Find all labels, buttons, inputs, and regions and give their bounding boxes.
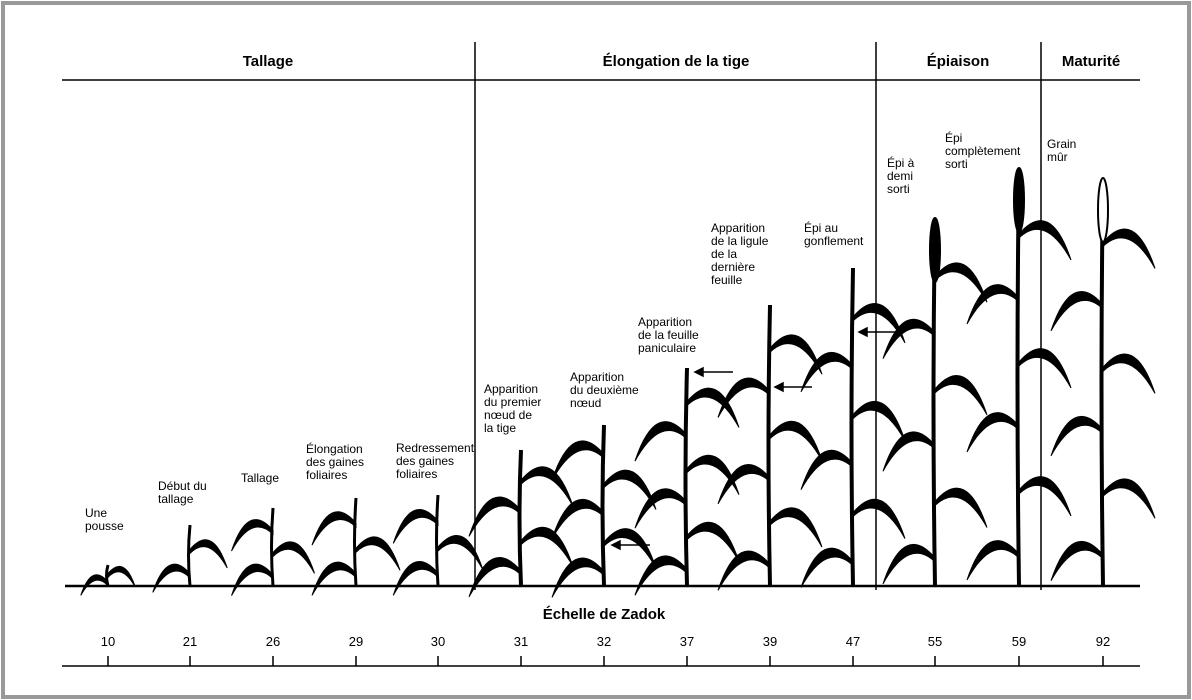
stage-label: Redressement <box>396 441 475 455</box>
zadok-code: 39 <box>763 634 777 649</box>
stage-label: Épi au <box>804 220 838 235</box>
zadok-code: 32 <box>597 634 611 649</box>
stage-label: sorti <box>887 182 910 196</box>
phase-title: Maturité <box>1062 53 1120 70</box>
stage-label: du premier <box>484 395 541 409</box>
stage-label: des gaines <box>396 454 454 468</box>
stage-label: nœud de <box>484 408 532 422</box>
phase-title: Tallage <box>243 53 294 70</box>
stage-label: Une <box>85 506 107 520</box>
zadok-code: 37 <box>680 634 694 649</box>
zadok-code: 29 <box>349 634 363 649</box>
stage-label: de la <box>711 247 737 261</box>
stage-label: Tallage <box>241 471 279 485</box>
stage-label: Début du <box>158 479 207 493</box>
stage-label: complètement <box>945 144 1021 158</box>
stage-label: Épi <box>945 130 962 145</box>
stage-label: Apparition <box>638 315 692 329</box>
stage-label: des gaines <box>306 455 364 469</box>
stage-label: pousse <box>85 519 124 533</box>
stage-label: feuille <box>711 273 743 287</box>
zadok-code: 59 <box>1012 634 1026 649</box>
plant-stem <box>520 450 522 586</box>
stage-label: foliaires <box>306 468 347 482</box>
stage-label: Apparition <box>570 370 624 384</box>
plant-stem <box>603 425 605 586</box>
phase-title: Élongation de la tige <box>603 53 750 70</box>
zadok-code: 26 <box>266 634 280 649</box>
stage-label: gonflement <box>804 234 864 248</box>
stage-label: du deuxième <box>570 383 639 397</box>
diagram: Échelle de Zadok Tallage Élongation de la… <box>0 0 1192 700</box>
stage-label: foliaires <box>396 467 437 481</box>
stage-label: paniculaire <box>638 341 696 355</box>
plant-stem <box>769 305 771 586</box>
zadok-code: 47 <box>846 634 860 649</box>
plant-head <box>930 218 940 282</box>
frame <box>3 3 1189 697</box>
stage-label: demi <box>887 169 913 183</box>
zadok-code: 30 <box>431 634 445 649</box>
stage-label: Élongation <box>306 441 363 456</box>
stage-label: de la ligule <box>711 234 769 248</box>
zadok-code: 31 <box>514 634 528 649</box>
scale-title: Échelle de Zadok <box>543 606 666 623</box>
stage-label: Épi à <box>887 155 915 170</box>
zadok-code: 21 <box>183 634 197 649</box>
stage-label: tallage <box>158 492 194 506</box>
zadok-code: 55 <box>928 634 942 649</box>
stage-label: mûr <box>1047 150 1068 164</box>
plant-stem <box>686 368 688 586</box>
stage-label: de la feuille <box>638 328 699 342</box>
stage-label: Apparition <box>484 382 538 396</box>
stage-label: sorti <box>945 157 968 171</box>
plant-head <box>1014 168 1024 232</box>
stage-label: dernière <box>711 260 755 274</box>
stage-label: la tige <box>484 421 516 435</box>
zadok-code: 10 <box>101 634 115 649</box>
stage-label: nœud <box>570 396 601 410</box>
stage-label: Grain <box>1047 137 1076 151</box>
zadok-code: 92 <box>1096 634 1110 649</box>
plant-head <box>1098 178 1108 242</box>
plant-stem <box>852 268 854 586</box>
stage-label: Apparition <box>711 221 765 235</box>
phase-title: Épiaison <box>927 53 990 70</box>
